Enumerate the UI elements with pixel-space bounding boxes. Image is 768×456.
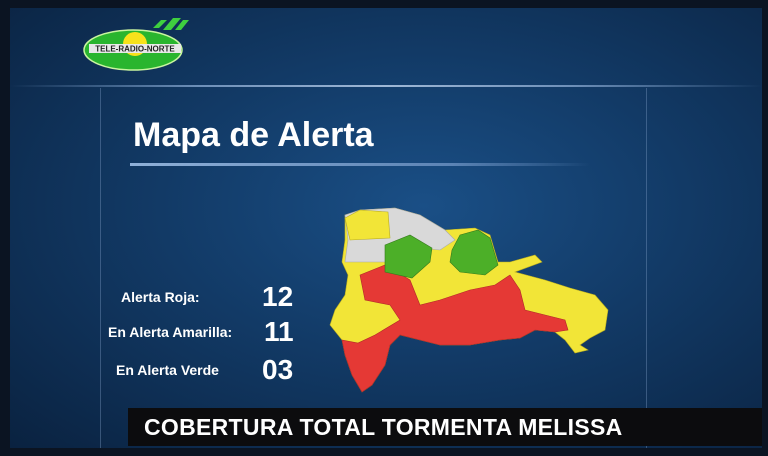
red-alert-label: Alerta Roja: [121, 289, 200, 305]
divider [646, 88, 647, 448]
news-ticker-banner: COBERTURA TOTAL TORMENTA MELISSA [128, 408, 762, 446]
svg-text:TELE-RADIO-NORTE: TELE-RADIO-NORTE [95, 45, 175, 54]
title-underline [130, 163, 590, 166]
green-alert-label: En Alerta Verde [116, 362, 219, 378]
yellow-alert-label: En Alerta Amarilla: [108, 324, 233, 340]
map-region-green [384, 234, 433, 279]
green-alert-count: 03 [262, 354, 294, 385]
page-title: Mapa de Alerta [133, 116, 374, 154]
divider [10, 85, 762, 87]
map-region-red [341, 264, 569, 393]
yellow-alert-count: 11 [264, 316, 294, 347]
red-alert-count: 12 [262, 281, 294, 312]
divider [100, 88, 101, 448]
map-region-green [449, 229, 499, 276]
banner-headline: COBERTURA TOTAL TORMENTA MELISSA [144, 414, 623, 440]
tele-radio-norte-logo: TELE-RADIO-NORTE [83, 18, 189, 71]
map-region-yellow [344, 209, 391, 241]
